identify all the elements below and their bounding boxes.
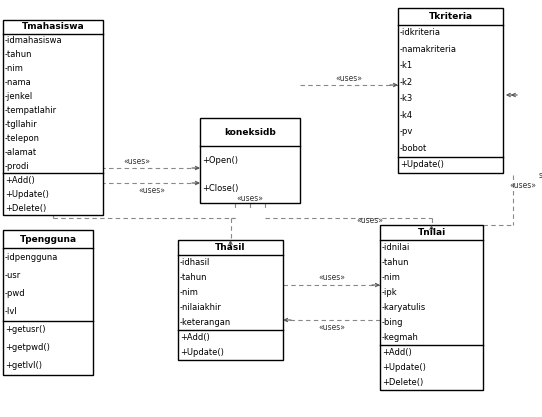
Bar <box>178 240 283 360</box>
Text: +getpwd(): +getpwd() <box>5 343 50 352</box>
Text: -namakriteria: -namakriteria <box>400 45 457 54</box>
Text: -tahun: -tahun <box>5 50 33 59</box>
Text: Tnilai: Tnilai <box>417 228 446 237</box>
Text: -karyatulis: -karyatulis <box>382 303 426 312</box>
Text: +Delete(): +Delete() <box>5 203 46 213</box>
Text: -tahun: -tahun <box>382 258 410 267</box>
Bar <box>380 225 483 390</box>
Text: -k2: -k2 <box>400 78 413 87</box>
Text: +getlvl(): +getlvl() <box>5 362 42 370</box>
Text: -nim: -nim <box>382 273 401 282</box>
Text: «uses»: «uses» <box>236 193 263 203</box>
Text: -idhasil: -idhasil <box>180 258 210 267</box>
Text: +getusr(): +getusr() <box>5 325 46 334</box>
Bar <box>3 20 103 215</box>
Text: -ipk: -ipk <box>382 288 398 297</box>
Text: -nim: -nim <box>5 64 24 73</box>
Text: «uses»: «uses» <box>318 274 345 282</box>
Text: -lvl: -lvl <box>5 307 18 316</box>
Bar <box>200 118 300 203</box>
Text: +Open(): +Open() <box>202 156 238 165</box>
Text: -prodi: -prodi <box>5 162 30 171</box>
Text: -kegmah: -kegmah <box>382 333 419 342</box>
Text: -nim: -nim <box>180 288 199 297</box>
Text: +Add(): +Add() <box>382 348 412 357</box>
Text: -tgllahir: -tgllahir <box>5 120 38 129</box>
Text: Tpengguna: Tpengguna <box>20 235 76 244</box>
Text: «uses»: «uses» <box>357 216 384 224</box>
Bar <box>3 230 93 375</box>
Text: -pwd: -pwd <box>5 289 25 298</box>
Text: -pv: -pv <box>400 127 414 136</box>
Text: Thasil: Thasil <box>215 243 246 252</box>
Text: «uses»: «uses» <box>138 186 165 194</box>
Text: +Update(): +Update() <box>382 363 426 372</box>
Text: «uses»: «uses» <box>335 73 363 83</box>
Text: -idpengguna: -idpengguna <box>5 253 59 262</box>
Text: koneksidb: koneksidb <box>224 128 276 137</box>
Text: +Add(): +Add() <box>180 333 210 342</box>
Text: +Update(): +Update() <box>400 160 444 169</box>
Text: «uses»: «uses» <box>318 322 345 332</box>
Text: -nama: -nama <box>5 78 32 87</box>
Text: -k4: -k4 <box>400 111 413 120</box>
Text: -telepon: -telepon <box>5 134 40 143</box>
Text: Tmahasiswa: Tmahasiswa <box>22 23 85 31</box>
Text: +Add(): +Add() <box>5 176 35 185</box>
Text: -keterangan: -keterangan <box>180 318 231 327</box>
Text: -k1: -k1 <box>400 61 413 70</box>
Text: -bing: -bing <box>382 318 403 327</box>
Bar <box>398 8 503 173</box>
Text: -jenkel: -jenkel <box>5 92 33 101</box>
Text: -idkriteria: -idkriteria <box>400 28 441 37</box>
Text: -idnilai: -idnilai <box>382 243 410 252</box>
Text: +Update(): +Update() <box>180 348 224 357</box>
Text: -k3: -k3 <box>400 94 413 103</box>
Text: -alamat: -alamat <box>5 148 37 157</box>
Text: «uses»: «uses» <box>123 156 150 166</box>
Text: -tahun: -tahun <box>180 273 208 282</box>
Text: -usr: -usr <box>5 271 21 280</box>
Text: +Update(): +Update() <box>5 190 49 198</box>
Text: -idmahasiswa: -idmahasiswa <box>5 36 63 45</box>
Text: +Delete(): +Delete() <box>382 378 423 387</box>
Text: -nilaiakhir: -nilaiakhir <box>180 303 222 312</box>
Text: Tkriteria: Tkriteria <box>428 12 473 21</box>
Text: s»: s» <box>539 171 542 179</box>
Text: -bobot: -bobot <box>400 144 427 153</box>
Text: +Close(): +Close() <box>202 184 238 193</box>
Text: «uses»: «uses» <box>509 181 537 189</box>
Text: -tempatlahir: -tempatlahir <box>5 106 57 115</box>
